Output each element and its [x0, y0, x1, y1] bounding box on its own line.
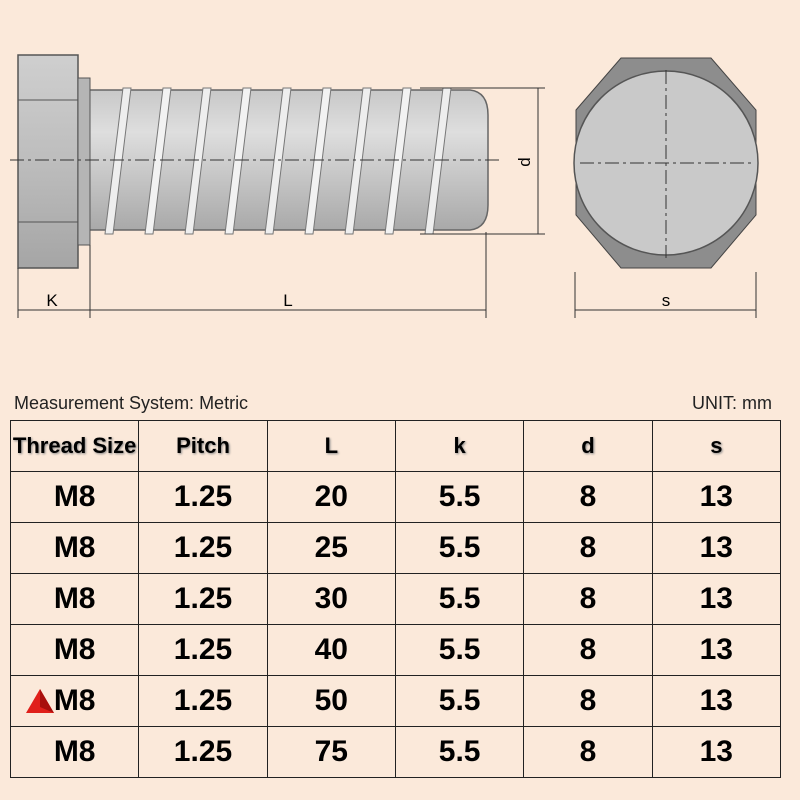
- header-cell: s: [651, 420, 782, 472]
- bolt-diagram: K L d s: [10, 54, 759, 318]
- head: [17, 54, 79, 269]
- table-cell: 8: [523, 471, 653, 523]
- table-cell: 5.5: [394, 624, 525, 676]
- table-cell: 25: [266, 522, 396, 574]
- table-cell: 13: [651, 522, 782, 574]
- table-cell: M8: [9, 624, 140, 676]
- dimensions: [17, 87, 757, 318]
- header-cell: Thread Size: [9, 420, 140, 472]
- table-row: M8 1.25 75 5.5 8 13: [9, 726, 782, 778]
- table-cell: 5.5: [394, 726, 525, 778]
- table-cell: M8: [9, 675, 140, 727]
- thread: [184, 87, 212, 235]
- table-cell: 1.25: [138, 471, 268, 523]
- table-row: M8 1.25 25 5.5 8 13: [9, 522, 782, 574]
- table-cell: 1.25: [138, 522, 268, 574]
- table-row: M8 1.25 30 5.5 8 13: [9, 573, 782, 625]
- table-cell: 5.5: [394, 675, 525, 727]
- measurement-system: Measurement System: Metric: [14, 393, 249, 413]
- threads: [104, 87, 452, 235]
- table-row: M8 1.25 40 5.5 8 13: [9, 624, 782, 676]
- table-cell: 13: [651, 624, 782, 676]
- table-cell: 8: [523, 675, 653, 727]
- table-cell: 1.25: [138, 573, 268, 625]
- table-cell: 13: [651, 726, 782, 778]
- table-cell: 13: [651, 675, 782, 727]
- table-row: M8 1.25 20 5.5 8 13: [9, 471, 782, 523]
- header-cell: k: [394, 420, 525, 472]
- table-cell: 1.25: [138, 726, 268, 778]
- thread: [224, 87, 252, 235]
- thread: [144, 87, 172, 235]
- table-cell: 5.5: [394, 522, 525, 574]
- table-cell: 1.25: [138, 624, 268, 676]
- thread: [304, 87, 332, 235]
- table-cell: M8: [9, 573, 140, 625]
- marker-icon: [26, 689, 54, 713]
- thread: [104, 87, 132, 235]
- table-cell: 20: [266, 471, 396, 523]
- table-cell: 40: [266, 624, 396, 676]
- header-cell: L: [266, 420, 396, 472]
- table-cell: 8: [523, 624, 653, 676]
- table-cell: 8: [523, 522, 653, 574]
- label-k: K: [46, 291, 58, 310]
- label-d: d: [515, 157, 534, 166]
- table-cell: M8: [9, 522, 140, 574]
- table-cell: 5.5: [394, 573, 525, 625]
- label-l: L: [283, 291, 292, 310]
- table-cell: 75: [266, 726, 396, 778]
- table-cell: 8: [523, 573, 653, 625]
- thread: [264, 87, 292, 235]
- table-cell: M8: [9, 726, 140, 778]
- header-cell: d: [523, 420, 653, 472]
- table-cell: 13: [651, 471, 782, 523]
- washer: [77, 77, 91, 246]
- label-s: s: [662, 291, 671, 310]
- thread: [384, 87, 412, 235]
- table-cell: 8: [523, 726, 653, 778]
- header-cell: Pitch: [138, 420, 268, 472]
- table-cell: M8: [9, 471, 140, 523]
- table-cell: 13: [651, 573, 782, 625]
- table-cell: 30: [266, 573, 396, 625]
- table-cell: 1.25: [138, 675, 268, 727]
- table-row: M8 1.25 50 5.5 8 13: [9, 675, 782, 727]
- table-cell: 5.5: [394, 471, 525, 523]
- table-cell: 50: [266, 675, 396, 727]
- thread: [344, 87, 372, 235]
- unit: UNIT: mm: [692, 393, 772, 413]
